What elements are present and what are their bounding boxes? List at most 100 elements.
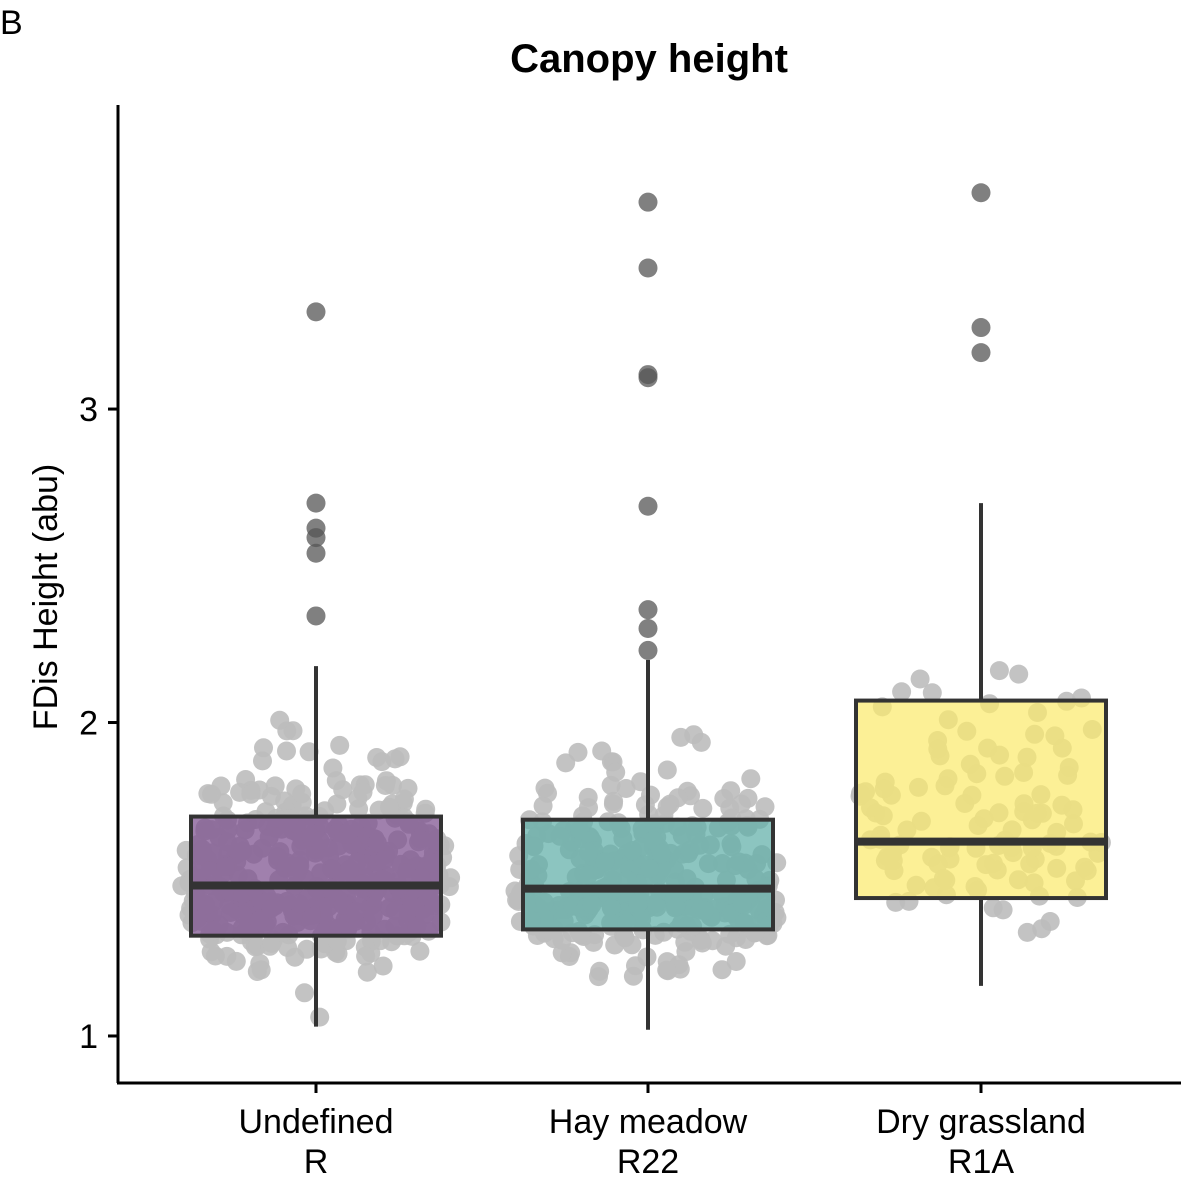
data-point	[349, 799, 369, 819]
data-point	[357, 962, 377, 982]
data-point	[270, 710, 290, 730]
data-point	[278, 938, 298, 957]
data-point	[910, 669, 930, 689]
outlier-point	[638, 258, 658, 278]
data-point	[1009, 664, 1029, 684]
data-point	[657, 760, 677, 780]
data-point	[892, 682, 912, 702]
data-point	[441, 868, 461, 888]
data-point	[726, 952, 746, 971]
outlier-point	[971, 183, 991, 203]
data-point	[251, 960, 271, 980]
chart-title: Canopy height	[510, 37, 788, 81]
data-point	[626, 956, 645, 976]
data-point	[292, 784, 312, 804]
outlier-point	[638, 640, 658, 660]
data-point	[376, 771, 396, 791]
data-point	[254, 738, 273, 758]
data-point	[989, 661, 1009, 681]
data-point	[741, 769, 761, 789]
outlier-point	[638, 600, 658, 620]
data-point	[616, 779, 636, 798]
data-point	[283, 721, 303, 741]
data-point	[657, 960, 677, 980]
outlier-point	[971, 343, 991, 363]
data-point	[631, 772, 651, 792]
data-point	[330, 735, 350, 755]
data-point	[323, 758, 343, 778]
x-tick-label: Hay meadow	[549, 1103, 748, 1141]
outlier-point	[306, 493, 326, 513]
outlier-point	[306, 543, 326, 563]
data-point	[592, 741, 612, 761]
x-tick-label: Undefined	[238, 1103, 393, 1141]
data-point	[385, 749, 405, 769]
y-tick-label: 2	[79, 705, 98, 743]
data-point	[692, 933, 712, 953]
data-point	[373, 956, 393, 976]
data-point	[922, 683, 942, 703]
data-point	[367, 748, 387, 767]
data-point	[657, 797, 677, 817]
data-point	[353, 782, 373, 802]
data-point	[712, 960, 732, 980]
data-point	[295, 983, 314, 1003]
box	[189, 814, 443, 938]
data-point	[676, 942, 696, 962]
data-point	[198, 784, 218, 804]
x-tick-code: R1A	[948, 1143, 1014, 1181]
data-point	[226, 951, 246, 971]
data-point	[1017, 922, 1037, 942]
data-point	[693, 798, 713, 818]
data-point	[579, 798, 598, 818]
data-point	[552, 930, 572, 950]
data-point	[356, 946, 376, 966]
data-point	[410, 941, 430, 961]
data-point	[714, 789, 734, 808]
data-point	[993, 900, 1013, 920]
y-axis-title: FDis Height (abu)	[27, 464, 65, 730]
data-point	[615, 928, 635, 948]
box-layer	[189, 503, 1108, 1030]
box	[521, 817, 775, 932]
data-point	[731, 794, 751, 814]
panel-label: B	[0, 4, 23, 42]
y-tick-label: 3	[79, 391, 98, 429]
outlier-point	[638, 192, 658, 212]
data-point	[604, 791, 624, 811]
outlier-point	[971, 318, 991, 338]
box	[854, 698, 1108, 901]
data-point	[535, 778, 555, 798]
outlier-point	[306, 528, 326, 548]
x-tick-code: R	[304, 1143, 329, 1181]
data-point	[213, 793, 233, 813]
outlier-point	[638, 368, 658, 388]
data-point	[606, 762, 626, 782]
data-point	[635, 795, 655, 815]
outlier-point	[638, 618, 658, 638]
data-point	[670, 959, 690, 979]
outlier-point	[306, 606, 326, 626]
x-tick-code: R22	[617, 1143, 679, 1181]
data-point	[265, 776, 285, 796]
data-point	[310, 1007, 330, 1027]
data-point	[241, 784, 261, 804]
data-point	[691, 732, 711, 752]
outlier-point	[638, 496, 658, 516]
data-point	[380, 797, 399, 817]
data-point	[590, 961, 610, 981]
data-point	[333, 780, 353, 800]
data-point	[505, 881, 525, 901]
data-point	[205, 946, 225, 966]
outlier-points	[306, 183, 991, 660]
data-point	[299, 742, 319, 762]
outlier-point	[306, 302, 326, 322]
x-tick-label: Dry grassland	[876, 1103, 1086, 1141]
data-point	[277, 741, 296, 761]
data-point	[1040, 912, 1060, 931]
y-tick-label: 1	[79, 1018, 98, 1056]
data-point	[556, 753, 576, 773]
data-point	[394, 789, 414, 809]
